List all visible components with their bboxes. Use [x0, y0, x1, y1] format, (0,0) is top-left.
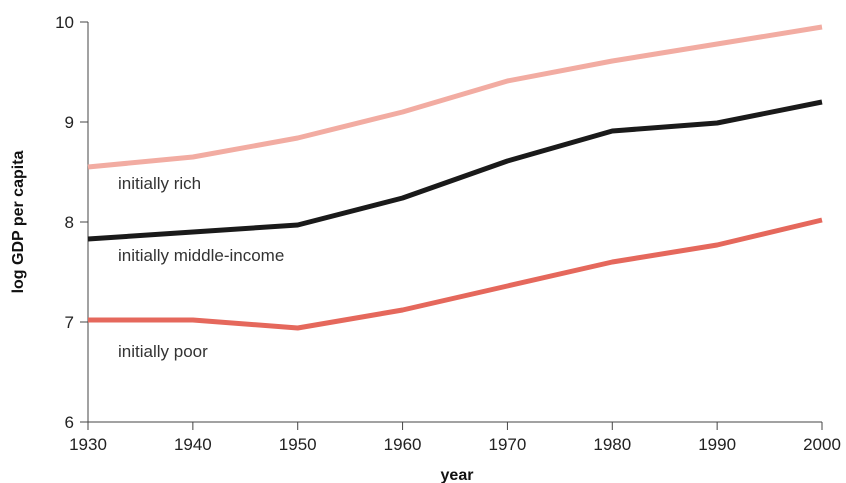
- y-tick-label: 7: [65, 313, 74, 332]
- x-tick-label: 1970: [489, 435, 527, 454]
- series-line-initially-poor: [88, 217, 823, 331]
- x-tick-label: 2000: [803, 435, 841, 454]
- y-tick-label: 8: [65, 213, 74, 232]
- y-tick-label: 9: [65, 113, 74, 132]
- series-labels: initially rich initially middle-income i…: [118, 174, 284, 361]
- x-ticks: 1930 1940 1950 1960 1970 1980 1990 2000: [69, 422, 841, 454]
- axes: [87, 22, 822, 423]
- series-line-initially-middle-income: [87, 99, 823, 242]
- y-axis-title: log GDP per capita: [10, 150, 27, 293]
- series-label-initially-middle-income: initially middle-income: [118, 246, 284, 265]
- y-tick-label: 10: [55, 13, 74, 32]
- series-lines: [87, 24, 823, 331]
- x-tick-label: 1930: [69, 435, 107, 454]
- series-label-initially-rich: initially rich: [118, 174, 201, 193]
- x-tick-label: 1990: [698, 435, 736, 454]
- series-line-initially-rich: [87, 24, 823, 170]
- x-tick-label: 1940: [174, 435, 212, 454]
- y-tick-label: 6: [65, 413, 74, 432]
- x-tick-label: 1960: [384, 435, 422, 454]
- series-label-initially-poor: initially poor: [118, 342, 208, 361]
- x-tick-label: 1980: [593, 435, 631, 454]
- x-axis-title: year: [441, 467, 474, 483]
- y-ticks: 6 7 8 9 10: [55, 13, 88, 432]
- x-tick-label: 1950: [279, 435, 317, 454]
